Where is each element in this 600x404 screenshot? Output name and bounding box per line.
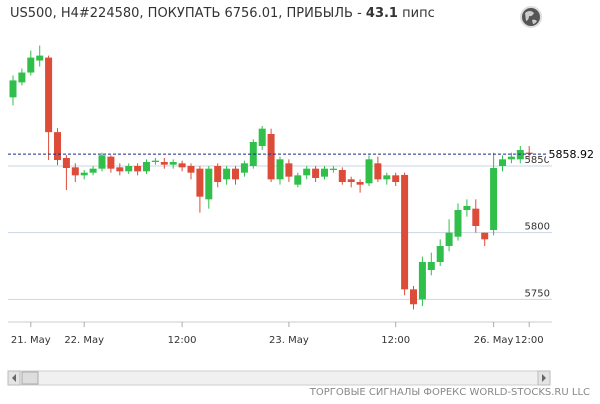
candle-body [285, 163, 293, 177]
globe-icon[interactable] [520, 6, 542, 28]
candle-body [383, 175, 391, 180]
scrollbar[interactable] [7, 370, 551, 386]
candle-body [338, 170, 346, 182]
candle-body [205, 168, 213, 200]
candle-body [418, 262, 426, 300]
candle-body [240, 163, 248, 173]
candle-body [454, 210, 462, 237]
candle-body [374, 163, 382, 180]
candle-body [401, 174, 409, 290]
candle-body [54, 132, 61, 160]
candle-body [499, 159, 506, 166]
candle-body [80, 172, 88, 176]
candle-body [223, 168, 231, 180]
x-tick-label: 21. May [11, 335, 51, 346]
candle-body [71, 167, 79, 176]
candle-body [267, 134, 275, 180]
candle-body [436, 246, 444, 262]
candle-body [507, 156, 515, 160]
y-tick-label: 5800 [525, 222, 550, 233]
x-tick-label: 26. May [474, 335, 514, 346]
candle-body [187, 166, 195, 173]
y-tick-label: 5850 [525, 155, 550, 166]
candle-body [18, 72, 26, 83]
x-tick-label: 23. May [269, 335, 309, 346]
candle-body [321, 168, 328, 177]
candle-body [276, 159, 284, 180]
candle-body [490, 168, 498, 230]
x-tick-label: 22. May [64, 335, 104, 346]
chart-title: US500, H4#224580, ПОКУПАТЬ 6756.01, ПРИБ… [10, 6, 435, 21]
candle-body [116, 167, 124, 172]
candle-body [410, 289, 417, 305]
profit: 43.1 [366, 6, 398, 21]
current-price-label: 5858.92 [549, 148, 595, 161]
candle-body [303, 168, 311, 176]
candle-body [481, 232, 489, 240]
candle-body [45, 57, 53, 133]
candle-body [107, 156, 115, 169]
title-text: US500, H4#224580, ПОКУПАТЬ 6756.01, ПРИБ… [10, 6, 362, 21]
candle-body [516, 150, 524, 160]
candle-body [169, 162, 177, 165]
candle-body [89, 168, 97, 173]
candle-body [347, 179, 355, 182]
candle-body [427, 262, 435, 270]
candle-body [312, 168, 320, 178]
candle-body [134, 166, 142, 172]
candle-body [36, 55, 44, 61]
candle-body [9, 80, 17, 98]
y-tick-label: 5750 [525, 288, 550, 299]
candle-body [151, 160, 159, 162]
candle-body [98, 155, 106, 169]
candle-body [294, 175, 302, 185]
candle-body [365, 159, 373, 184]
candle-body [463, 206, 471, 210]
candle-body [27, 57, 35, 73]
candle-body [472, 208, 480, 226]
candle-body [62, 158, 70, 168]
candle-body [392, 175, 400, 182]
candle-body [445, 232, 453, 246]
candle-body [356, 182, 364, 185]
candle-body [125, 166, 133, 172]
x-tick-label: 12:00 [168, 335, 197, 346]
candle-body [258, 128, 266, 146]
candle-body [525, 152, 533, 154]
profit-unit: пипс [402, 6, 435, 21]
x-tick-label: 12:00 [515, 335, 544, 346]
candle-body [329, 168, 337, 170]
candle-body [196, 168, 204, 197]
footer: ТОРГОВЫЕ СИГНАЛЫ ФОРЕКС WORLD-STOCKS.RU … [309, 387, 590, 398]
candle-body [143, 162, 150, 172]
candle-body [232, 168, 239, 180]
current-price-box [546, 147, 600, 162]
candle-body [160, 162, 168, 165]
x-tick-label: 12:00 [381, 335, 410, 346]
candle-body [178, 163, 186, 168]
candle-body [214, 166, 222, 182]
